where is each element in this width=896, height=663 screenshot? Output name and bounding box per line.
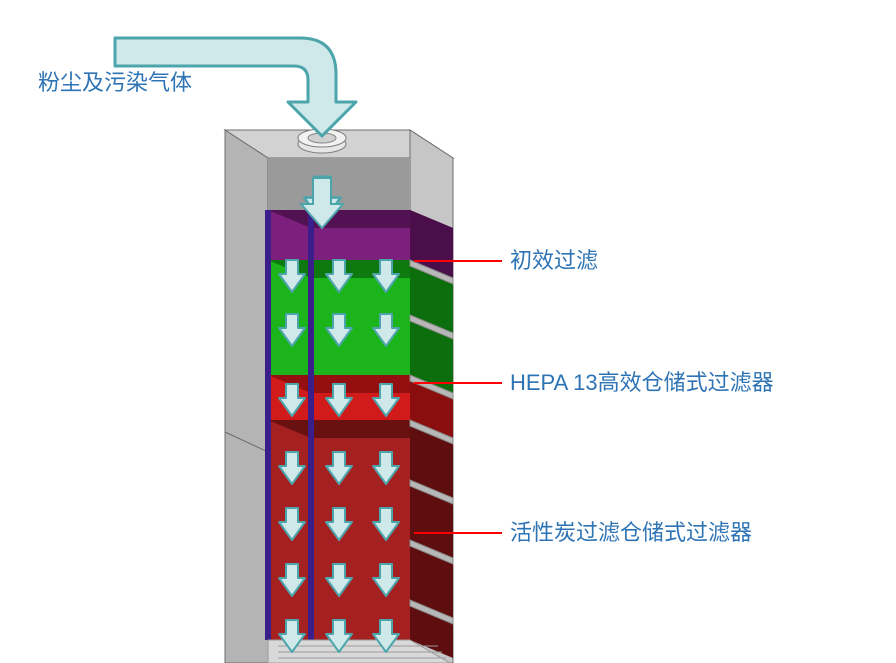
label-primary: 初效过滤 xyxy=(510,248,598,273)
label-hepa: HEPA 13高效仓储式过滤器 xyxy=(510,370,774,395)
label-carbon: 活性炭过滤仓储式过滤器 xyxy=(510,520,752,545)
filter-tower-diagram: 粉尘及污染气体 初效过滤 HEPA 13高效仓储式过滤器 活性炭过滤仓储式过滤器 xyxy=(0,0,896,663)
label-inlet: 粉尘及污染气体 xyxy=(38,70,192,95)
